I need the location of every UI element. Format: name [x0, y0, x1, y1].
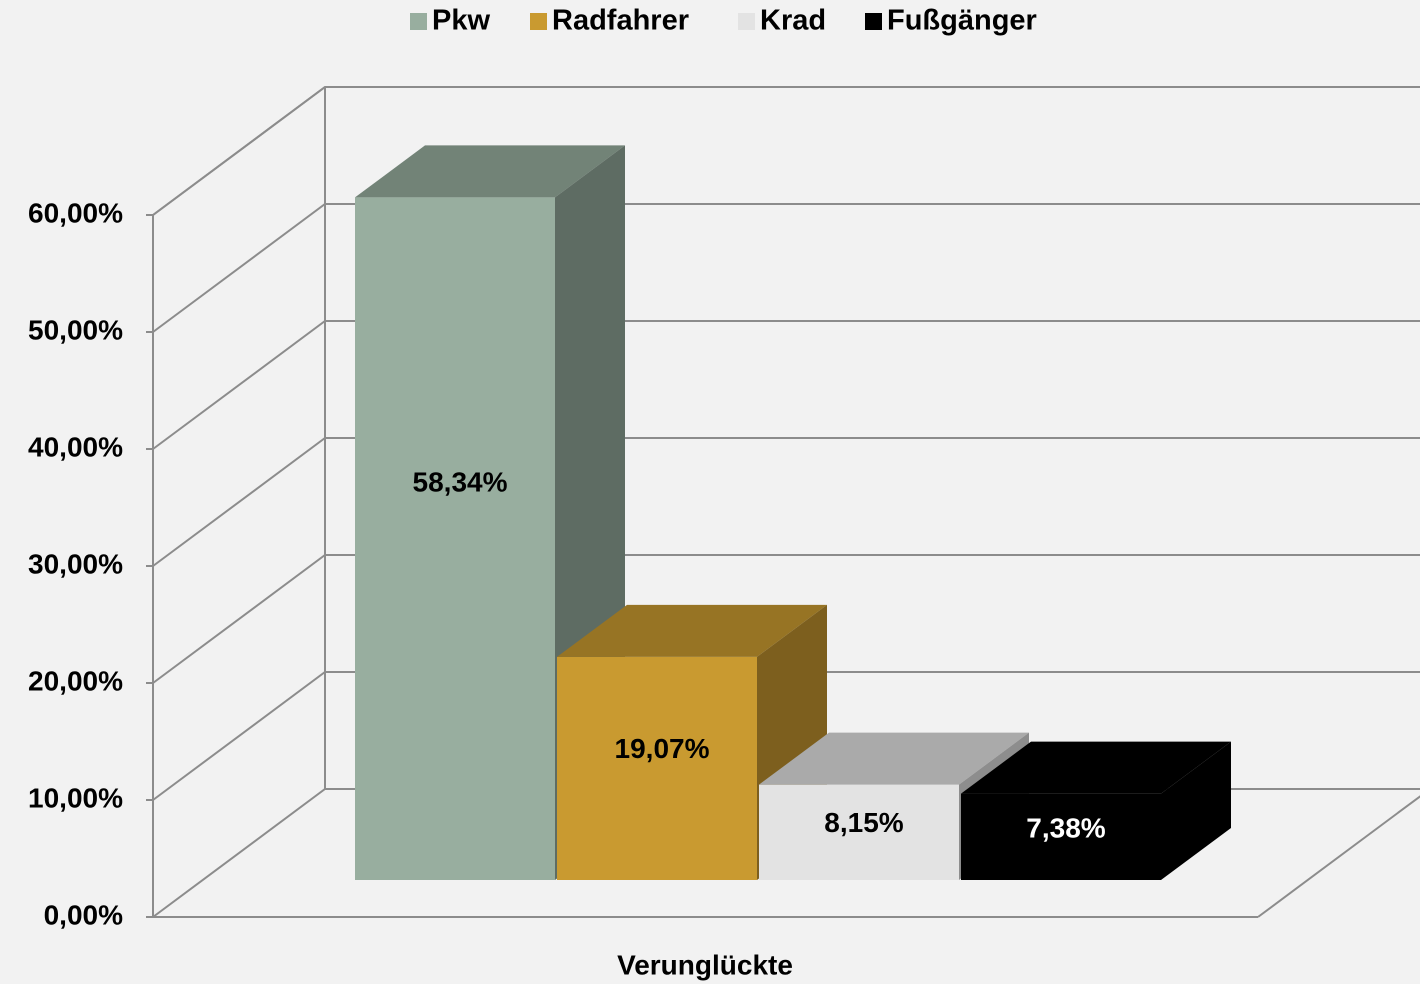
value-label: 8,15% — [824, 807, 903, 838]
bar-front — [557, 656, 757, 880]
grid-line — [152, 203, 1420, 333]
bar-front — [759, 784, 959, 880]
legend-label: Radfahrer — [552, 5, 689, 37]
y-tick-label: 50,00% — [28, 314, 123, 345]
legend-label: Pkw — [432, 5, 490, 37]
legend-label: Fußgänger — [887, 5, 1037, 37]
grid-line — [152, 437, 1420, 567]
bar-top — [557, 604, 827, 657]
legend-swatch — [865, 13, 882, 30]
grid-line — [152, 554, 1420, 684]
value-label: 19,07% — [615, 733, 710, 764]
legend-label: Krad — [760, 5, 826, 37]
y-tick-label: 20,00% — [28, 665, 123, 696]
x-tick-label: Verunglückte — [617, 949, 793, 980]
bar-side — [1161, 741, 1231, 880]
legend-swatch — [530, 13, 547, 30]
value-label: 7,38% — [1026, 812, 1105, 843]
legend-swatch — [410, 13, 427, 30]
bar-top — [759, 732, 1029, 785]
bar-top — [961, 741, 1231, 794]
grid-line — [152, 320, 1420, 450]
grid-line — [152, 86, 1420, 216]
y-tick-label: 40,00% — [28, 431, 123, 462]
bar-front — [355, 197, 555, 880]
bar-top — [355, 145, 625, 198]
value-label: 58,34% — [413, 466, 508, 497]
y-tick-label: 10,00% — [28, 782, 123, 813]
y-tick-label: 30,00% — [28, 548, 123, 579]
floor-edge — [1257, 795, 1420, 918]
legend-swatch — [738, 13, 755, 30]
grid-line — [152, 671, 1420, 801]
y-tick-label: 0,00% — [44, 899, 123, 930]
y-tick-label: 60,00% — [28, 197, 123, 228]
bar-front — [961, 793, 1161, 880]
